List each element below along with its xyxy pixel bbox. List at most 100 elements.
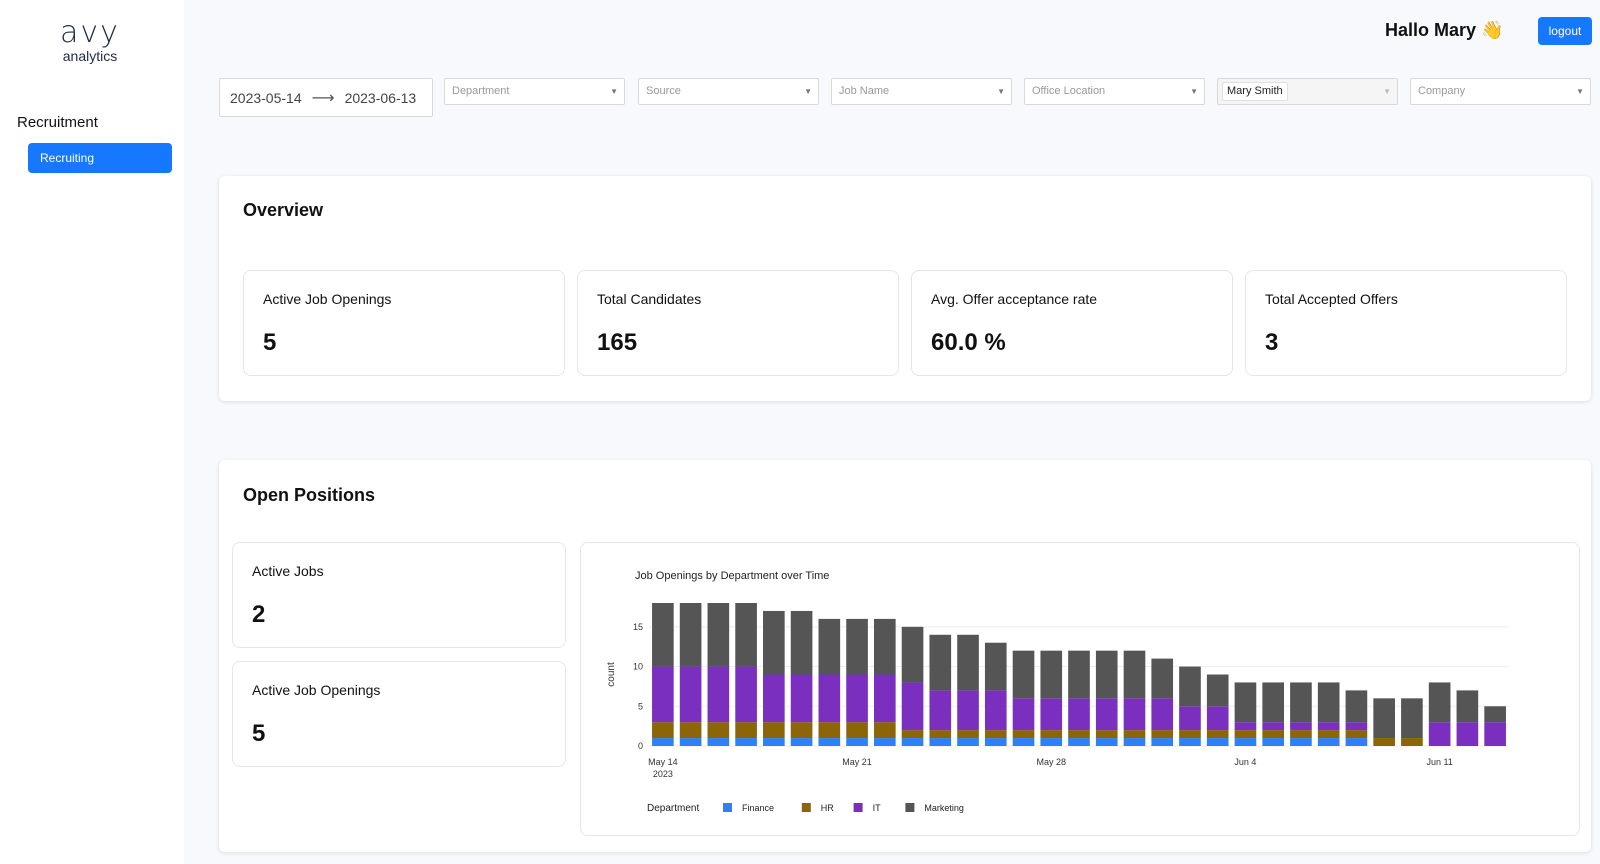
bar-finance-2023-06-07 (1317, 738, 1340, 746)
bar-marketing-2023-06-08 (1345, 690, 1368, 723)
bar-finance-2023-06-03 (1206, 738, 1229, 746)
overview-panel: Overview Active Job Openings 5 Total Can… (219, 176, 1591, 401)
bar-marketing-2023-06-09 (1373, 698, 1395, 739)
bar-finance-2023-06-04 (1234, 738, 1257, 746)
chevron-down-icon: ▼ (997, 87, 1005, 96)
bar-finance-2023-05-15 (679, 738, 702, 746)
bar-marketing-2023-05-21 (846, 618, 868, 675)
chart-title: Job Openings by Department over Time (635, 570, 829, 582)
source-placeholder: Source (646, 85, 681, 97)
bar-it-2023-05-17 (735, 666, 757, 723)
brand-logo[interactable]: avy analytics (50, 18, 130, 65)
metric-label: Active Jobs (252, 563, 324, 579)
company-placeholder: Company (1418, 85, 1466, 97)
bar-finance-2023-05-14 (652, 738, 674, 746)
bar-marketing-2023-06-02 (1179, 666, 1201, 707)
bar-finance-2023-05-23 (901, 738, 924, 746)
nav-section-title: Recruitment (17, 114, 98, 131)
bar-marketing-2023-06-04 (1234, 682, 1257, 723)
bar-it-2023-05-23 (901, 682, 924, 731)
bar-marketing-2023-05-23 (901, 626, 924, 683)
metric-value: 3 (1265, 329, 1279, 356)
bar-marketing-2023-06-11 (1428, 682, 1451, 723)
bar-it-2023-05-25 (957, 690, 979, 731)
bar-marketing-2023-06-06 (1290, 682, 1312, 723)
chevron-down-icon: ▼ (1383, 87, 1391, 96)
job-name-placeholder: Job Name (839, 85, 890, 97)
chevron-down-icon: ▼ (1576, 87, 1584, 96)
department-placeholder: Department (452, 85, 510, 97)
bar-hr-2023-05-17 (735, 722, 757, 739)
bar-marketing-2023-05-24 (929, 634, 952, 691)
bar-it-2023-06-13 (1484, 722, 1506, 746)
date-start[interactable]: 2023-05-14 (230, 89, 302, 106)
office-location-select[interactable]: Office Location ▼ (1024, 78, 1205, 105)
bar-hr-2023-05-29 (1068, 730, 1090, 739)
source-select[interactable]: Source ▼ (638, 78, 819, 105)
bar-it-2023-06-08 (1345, 722, 1368, 731)
metric-card-active-job-openings-2: Active Job Openings 5 (232, 661, 566, 767)
legend-title: Department (647, 803, 699, 814)
x-tick-label: May 21 (842, 757, 872, 767)
bar-hr-2023-05-18 (763, 722, 785, 739)
bar-marketing-2023-06-01 (1151, 658, 1174, 699)
metric-label: Total Accepted Offers (1265, 291, 1398, 307)
bar-marketing-2023-05-17 (735, 603, 757, 667)
legend-swatch-it (853, 803, 863, 812)
y-tick-label: 5 (638, 701, 643, 711)
arrow-right-icon: ⟶ (311, 89, 335, 107)
bar-it-2023-05-16 (707, 666, 730, 723)
bar-marketing-2023-05-26 (984, 642, 1007, 691)
bar-hr-2023-05-26 (984, 730, 1007, 739)
job-openings-chart-card: Job Openings by Department over Time 0 5 10… (580, 542, 1580, 836)
department-select[interactable]: Department ▼ (444, 78, 625, 105)
bar-it-2023-06-07 (1317, 722, 1340, 731)
open-positions-panel: Open Positions Active Jobs 2 Active Job … (219, 460, 1591, 852)
logout-button[interactable]: logout (1538, 17, 1592, 45)
sidebar-item-recruiting[interactable]: Recruiting (28, 143, 172, 173)
bar-marketing-2023-06-07 (1317, 682, 1340, 723)
bar-finance-2023-06-05 (1262, 738, 1285, 746)
bar-it-2023-05-15 (679, 666, 702, 723)
bar-hr-2023-06-03 (1206, 730, 1229, 739)
bar-marketing-2023-05-31 (1123, 650, 1146, 699)
bar-finance-2023-05-24 (929, 738, 952, 746)
bar-it-2023-05-19 (790, 674, 813, 723)
bar-marketing-2023-05-28 (1040, 650, 1063, 699)
date-range-picker[interactable]: 2023-05-14 ⟶ 2023-06-13 (219, 78, 433, 117)
chevron-down-icon: ▼ (610, 87, 618, 96)
metric-value: 5 (252, 720, 266, 747)
bar-marketing-2023-05-22 (873, 618, 896, 675)
bar-hr-2023-05-27 (1012, 730, 1035, 739)
date-end[interactable]: 2023-06-13 (344, 89, 417, 106)
job-openings-chart: Job Openings by Department over Time 0 5 10… (606, 570, 1509, 814)
chevron-down-icon: ▼ (1190, 87, 1198, 96)
bar-marketing-2023-05-18 (763, 610, 785, 675)
logo-subtitle: analytics (62, 48, 118, 64)
user-select[interactable]: Mary Smith ▼ (1217, 78, 1398, 105)
bar-hr-2023-06-08 (1345, 730, 1368, 739)
bar-marketing-2023-05-25 (957, 634, 979, 691)
metric-card-total-candidates: Total Candidates 165 (577, 270, 899, 376)
bar-marketing-2023-05-29 (1068, 650, 1090, 699)
x-tick-label: May 28 (1037, 757, 1067, 767)
metric-card-total-accepted-offers: Total Accepted Offers 3 (1245, 270, 1567, 376)
bar-hr-2023-06-04 (1234, 730, 1257, 739)
bar-it-2023-05-31 (1123, 698, 1146, 731)
bar-finance-2023-05-29 (1068, 738, 1090, 746)
bar-it-2023-06-12 (1456, 722, 1479, 746)
bar-finance-2023-05-25 (957, 738, 979, 746)
metric-card-offer-acceptance-rate: Avg. Offer acceptance rate 60.0 % (911, 270, 1233, 376)
x-tick-sublabel: 2023 (653, 769, 673, 779)
bar-marketing-2023-06-05 (1262, 682, 1285, 723)
y-tick-label: 0 (638, 741, 643, 751)
overview-title: Overview (243, 200, 324, 220)
bar-finance-2023-05-22 (873, 738, 896, 746)
bar-it-2023-05-27 (1012, 698, 1035, 731)
bar-it-2023-05-26 (984, 690, 1007, 731)
job-name-select[interactable]: Job Name ▼ (831, 78, 1012, 105)
metric-label: Active Job Openings (252, 682, 381, 698)
bar-finance-2023-06-02 (1179, 738, 1201, 746)
company-select[interactable]: Company ▼ (1410, 78, 1591, 105)
x-tick-label: Jun 11 (1426, 757, 1452, 767)
